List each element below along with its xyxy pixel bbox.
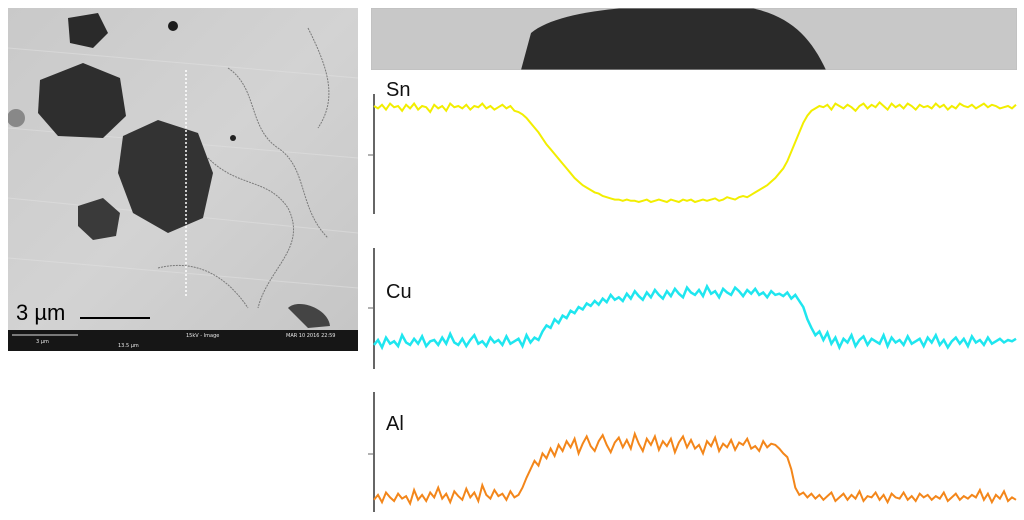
- series-label: Al: [386, 413, 404, 435]
- sem-image-graphic: 3 µm 13.5 µm 15kV - Image MAR 10 2016 22…: [8, 8, 358, 351]
- info-scale-label: 3 µm: [36, 339, 49, 345]
- particle-center: [118, 120, 213, 233]
- profile-panel-al: Al: [368, 392, 1017, 512]
- strip-particle: [521, 5, 826, 70]
- info-date: MAR 10 2016 22:59: [286, 333, 335, 339]
- sem-micrograph: 3 µm 13.5 µm 15kV - Image MAR 10 2016 22…: [8, 8, 358, 351]
- info-mode: 15kV - Image: [186, 333, 219, 339]
- grain-boundaries: [157, 27, 330, 309]
- profile-panel-cu: Cu: [368, 248, 1017, 369]
- series-line-cu: [373, 283, 1017, 351]
- scale-bar-label: 3 µm: [16, 300, 66, 325]
- strip-graphic: [370, 5, 1018, 71]
- series-label: Cu: [386, 281, 412, 303]
- inclusion-left: [8, 109, 25, 127]
- pore: [230, 135, 236, 141]
- info-width: 13.5 µm: [118, 343, 139, 349]
- eds-linescan-chart: Sn Cu Al: [368, 79, 1017, 512]
- series-line-al: [373, 430, 1017, 507]
- sem-info-bar: [8, 330, 358, 351]
- particle-large: [38, 63, 126, 138]
- feature-bottom-right: [288, 304, 330, 328]
- particle-top: [68, 13, 108, 48]
- particle-small: [78, 198, 120, 240]
- linescan-image-strip: [370, 5, 1018, 71]
- pore: [168, 21, 178, 31]
- series-label: Sn: [386, 79, 410, 101]
- series-line-sn: [373, 100, 1017, 204]
- profile-panel-sn: Sn: [368, 79, 1017, 214]
